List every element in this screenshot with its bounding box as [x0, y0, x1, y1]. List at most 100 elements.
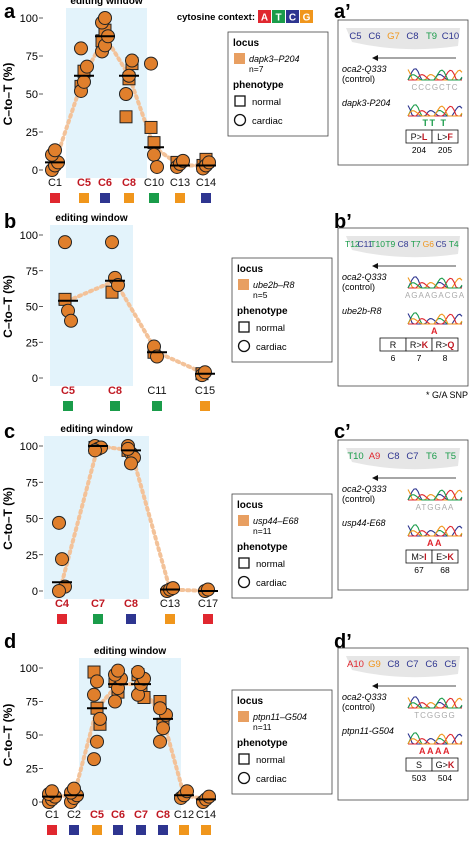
category-C4: C4 — [52, 515, 72, 624]
legend-locus-swatch — [238, 515, 249, 526]
cardiac-point — [176, 153, 190, 168]
legend-square-symbol — [238, 753, 250, 765]
legend-locus-title: locus — [233, 38, 260, 49]
sequence-base: C7 — [406, 451, 418, 462]
codon-position: 67 — [414, 565, 424, 575]
category-C5: C5 — [58, 235, 78, 411]
cardiac-point — [93, 711, 107, 726]
sequence-base: G6 — [423, 239, 435, 249]
codon-change: R>K — [410, 340, 429, 350]
legend-locus-title: locus — [237, 500, 264, 511]
arrow-head-icon — [372, 263, 378, 269]
window-label: editing window — [94, 646, 166, 657]
category-C17: C17 — [198, 582, 218, 624]
cardiac-point — [90, 734, 104, 749]
legend-cardiac: cardiac — [256, 774, 287, 785]
inset-letter: c’ — [334, 421, 351, 443]
context-square-C — [126, 614, 136, 624]
y-tick-label: 75 — [26, 266, 38, 278]
context-key-letter: G — [303, 13, 311, 24]
legend-locus-swatch — [238, 279, 249, 290]
cardiac-point — [119, 87, 133, 101]
legend-square-symbol — [238, 321, 250, 333]
control-chromatogram — [407, 697, 463, 709]
context-square-C — [69, 825, 79, 835]
control-subtitle: (control) — [342, 702, 375, 712]
context-key-letter: T — [275, 13, 281, 24]
codon-box — [431, 549, 459, 564]
sample-chromatogram — [407, 733, 463, 745]
window-label: editing window — [55, 213, 127, 224]
window-label: editing window — [60, 424, 132, 435]
x-tick-label: C12 — [174, 809, 194, 821]
context-square-C — [201, 193, 211, 203]
category-C7: C7 — [88, 439, 108, 624]
cardiac-point — [201, 582, 215, 597]
control-name: oca2-Q333 — [342, 272, 387, 282]
control-chromatogram — [407, 697, 463, 709]
x-tick-label: C10 — [144, 177, 164, 189]
sequence-base: G7 — [387, 31, 400, 42]
protospacer-band — [346, 236, 460, 258]
y-tick-label: 100 — [20, 13, 38, 25]
sequence-base: C7 — [406, 659, 418, 670]
cardiac-point — [108, 694, 122, 709]
cardiac-point — [202, 789, 216, 804]
panel-letter: b — [4, 211, 16, 233]
codon-change: S — [416, 760, 422, 770]
legend: locus ube2b–R8n=5 phenotype normal cardiac — [231, 257, 333, 363]
sample-chromatogram — [408, 733, 462, 745]
mean-trend-line — [66, 278, 207, 376]
cardiac-point — [153, 701, 167, 716]
inset-d’: d’ A10 G9 C8 C7 C6 C5 oca2-Q333(control) TCGGGG p… — [334, 631, 469, 801]
sequence-base: C8 — [406, 31, 418, 42]
y-tick-label: 0 — [32, 373, 38, 385]
cardiac-point — [58, 235, 72, 250]
category-C1: C1 — [45, 143, 65, 203]
sample-chromatogram — [407, 313, 463, 325]
legend-phenotype-title: phenotype — [237, 738, 288, 749]
legend-cardiac: cardiac — [252, 116, 283, 127]
legend-box — [231, 689, 333, 795]
y-tick-label: 100 — [20, 663, 38, 675]
x-tick-label: C8 — [124, 598, 138, 610]
x-tick-label: C13 — [160, 598, 180, 610]
context-square-T — [152, 401, 162, 411]
context-square-A — [47, 825, 57, 835]
cardiac-point — [144, 56, 158, 71]
context-key-swatch — [258, 10, 271, 23]
cardiac-point — [150, 159, 164, 174]
inset-letter: d’ — [334, 631, 352, 653]
sequence-base: C5 — [444, 659, 456, 670]
sequence-base: T10 — [370, 239, 385, 249]
sequence-base: C5 — [349, 31, 361, 42]
legend-circle-symbol — [237, 575, 251, 589]
x-tick-label: C7 — [134, 809, 148, 821]
legend-normal: normal — [256, 323, 285, 334]
legend-locus-swatch — [234, 53, 245, 64]
cardiac-point — [202, 155, 216, 170]
sample-base-calls: TT T — [423, 118, 448, 128]
sequence-base: C6 — [425, 659, 437, 670]
codon-position: 503 — [412, 773, 426, 783]
sequence-base: C8 — [387, 451, 399, 462]
cardiac-point — [77, 74, 91, 89]
sample-name: usp44-E68 — [342, 518, 386, 528]
cardiac-point — [90, 674, 104, 689]
context-square-G — [179, 825, 189, 835]
sample-chromatogram — [407, 733, 463, 745]
codon-change: G>K — [436, 760, 455, 770]
cardiac-point — [153, 734, 167, 749]
legend-circle-symbol — [237, 771, 251, 785]
legend-n: n=11 — [253, 722, 272, 732]
x-tick-label: C2 — [67, 809, 81, 821]
cardiac-point — [67, 781, 81, 796]
cardiac-point — [105, 235, 119, 250]
cardiac-point — [52, 515, 66, 530]
category-C13: C13 — [170, 153, 190, 203]
y-axis-label: C–to–T (%) — [1, 487, 15, 550]
sequence-base: T10 — [347, 451, 363, 462]
category-C8: C8 — [105, 235, 125, 411]
